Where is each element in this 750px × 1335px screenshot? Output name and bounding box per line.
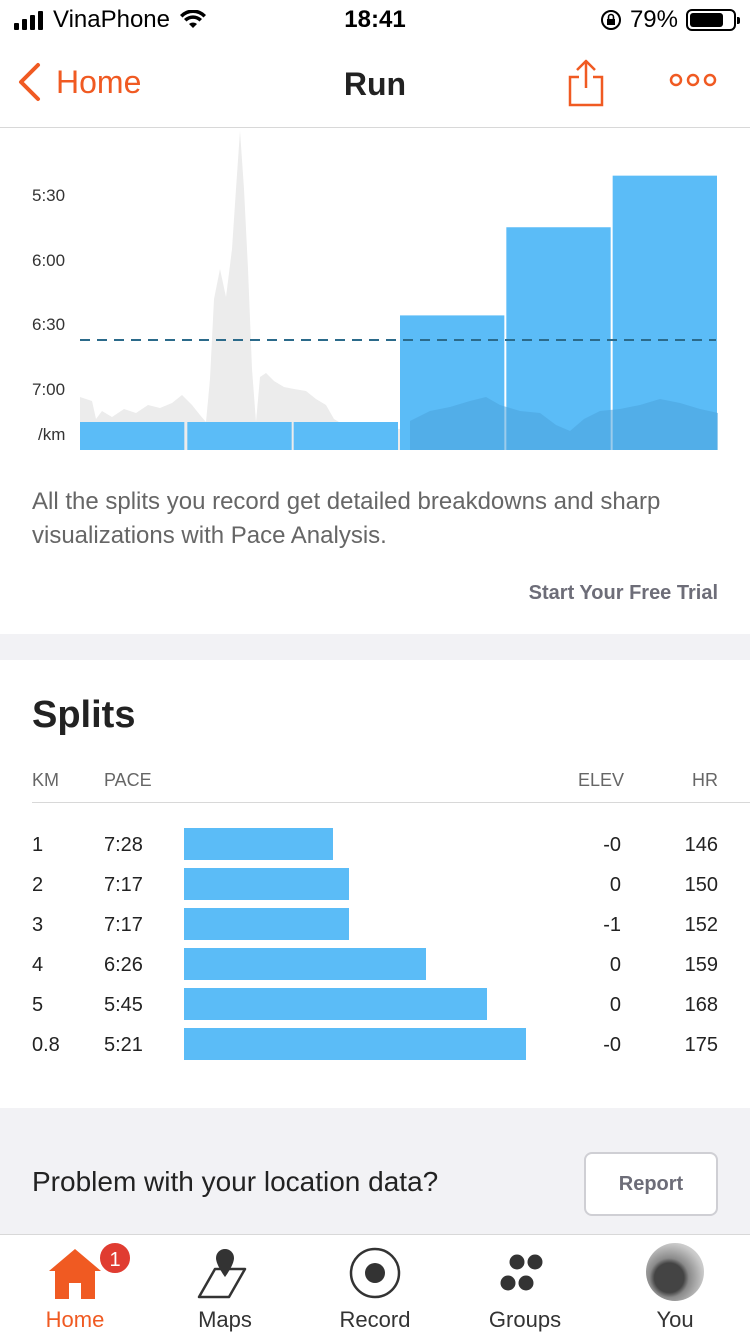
split-hr: 168	[684, 994, 718, 1016]
report-button[interactable]: Report	[584, 1152, 718, 1216]
free-trial-link[interactable]: Start Your Free Trial	[528, 582, 718, 604]
split-km: 3	[32, 914, 44, 936]
record-icon	[349, 1247, 401, 1299]
carrier-group: VinaPhone	[14, 6, 206, 34]
nav-bar: Home Run	[0, 40, 750, 128]
split-hr: 159	[684, 954, 718, 976]
split-elev: -1	[603, 914, 621, 936]
page-title: Run	[343, 66, 407, 102]
split-elev: 0	[609, 874, 621, 896]
elevation-profile	[80, 131, 408, 450]
tab-maps[interactable]: Maps	[150, 1235, 300, 1335]
pace-analysis-card: 5:30 6:00 6:30 7:00 /km All the splits y…	[0, 129, 750, 634]
split-km: 0.8	[32, 1034, 60, 1056]
col-km: KM	[32, 770, 59, 790]
split-elev: 0	[609, 954, 621, 976]
split-elev: -0	[603, 834, 621, 856]
rotation-lock-icon	[600, 10, 621, 30]
tab-bar: 1 Home Maps Record Groups You	[0, 1234, 750, 1334]
splits-row: 1 7:28 -0 146	[0, 828, 750, 868]
split-elev: 0	[609, 994, 621, 1016]
split-km: 1	[32, 834, 44, 856]
back-button[interactable]: Home	[16, 62, 141, 102]
y-tick-label: 6:30	[32, 315, 65, 334]
tab-label: Groups	[488, 1307, 562, 1332]
section-divider	[0, 634, 750, 660]
more-icon[interactable]	[668, 70, 718, 90]
splits-row: 0.8 5:21 -0 175	[0, 1028, 750, 1068]
splits-row: 2 7:17 0 150	[0, 868, 750, 908]
back-label: Home	[56, 63, 142, 100]
tab-groups[interactable]: Groups	[450, 1235, 600, 1335]
split-pace: 5:21	[104, 1034, 143, 1056]
split-km: 4	[32, 954, 44, 976]
wifi-icon	[180, 10, 206, 28]
tab-label: You	[656, 1307, 694, 1332]
signal-icon	[14, 10, 43, 30]
split-pace-bar	[184, 868, 349, 900]
splits-section: Splits KM PACE ELEV HR 1 7:28 -0 146 2 7:17 0 1…	[0, 660, 750, 1108]
avatar	[646, 1243, 704, 1301]
location-problem-text: Problem with your location data?	[32, 1166, 439, 1197]
pace-bar	[293, 422, 398, 450]
pace-bar	[187, 422, 292, 450]
battery-percent: 79%	[629, 6, 678, 33]
y-tick-label: 6:00	[32, 251, 65, 270]
tab-label: Maps	[198, 1307, 252, 1332]
tab-record[interactable]: Record	[300, 1235, 450, 1335]
split-pace-bar	[184, 908, 349, 940]
y-tick-label: 7:00	[32, 380, 65, 399]
split-km: 5	[32, 994, 44, 1016]
splits-title: Splits	[32, 694, 136, 736]
split-pace: 7:17	[104, 874, 143, 896]
battery-group: 79%	[600, 6, 740, 34]
split-pace-bar	[184, 828, 333, 860]
split-elev: -0	[603, 1034, 621, 1056]
split-pace-bar	[184, 948, 426, 980]
split-pace: 5:45	[104, 994, 143, 1016]
pace-chart: 5:30 6:00 6:30 7:00 /km	[32, 131, 718, 450]
chevron-left-icon	[19, 63, 40, 101]
tab-you[interactable]: You	[600, 1235, 750, 1335]
col-elev: ELEV	[578, 770, 625, 790]
share-icon[interactable]	[566, 58, 606, 108]
split-km: 2	[32, 874, 44, 896]
split-hr: 152	[684, 914, 718, 936]
col-pace: PACE	[104, 770, 152, 790]
split-hr: 150	[684, 874, 718, 896]
notification-badge: 1	[98, 1241, 132, 1275]
carrier-name: VinaPhone	[53, 6, 170, 33]
split-hr: 146	[684, 834, 718, 856]
map-icon	[197, 1249, 247, 1299]
y-unit-label: /km	[38, 425, 65, 444]
groups-icon	[500, 1254, 543, 1291]
home-icon	[49, 1249, 101, 1299]
splits-header: KM PACE ELEV HR	[32, 768, 750, 803]
split-pace: 6:26	[104, 954, 143, 976]
y-tick-label: 5:30	[32, 186, 65, 205]
tab-home[interactable]: 1 Home	[0, 1235, 150, 1335]
splits-row: 3 7:17 -1 152	[0, 908, 750, 948]
pace-bar	[80, 422, 185, 450]
elevation-overlay	[410, 397, 718, 450]
splits-row: 5 5:45 0 168	[0, 988, 750, 1028]
clock: 18:41	[344, 6, 406, 33]
tab-label: Record	[339, 1307, 411, 1332]
split-hr: 175	[684, 1034, 718, 1056]
tab-label: Home	[45, 1307, 105, 1332]
status-bar: VinaPhone 18:41 79%	[0, 0, 750, 40]
split-pace: 7:28	[104, 834, 143, 856]
splits-row: 4 6:26 0 159	[0, 948, 750, 988]
split-pace: 7:17	[104, 914, 143, 936]
promo-text: All the splits you record get detailed b…	[32, 488, 661, 549]
battery-icon	[686, 9, 740, 31]
split-pace-bar	[184, 988, 487, 1020]
col-hr: HR	[692, 770, 718, 790]
split-pace-bar	[184, 1028, 526, 1060]
